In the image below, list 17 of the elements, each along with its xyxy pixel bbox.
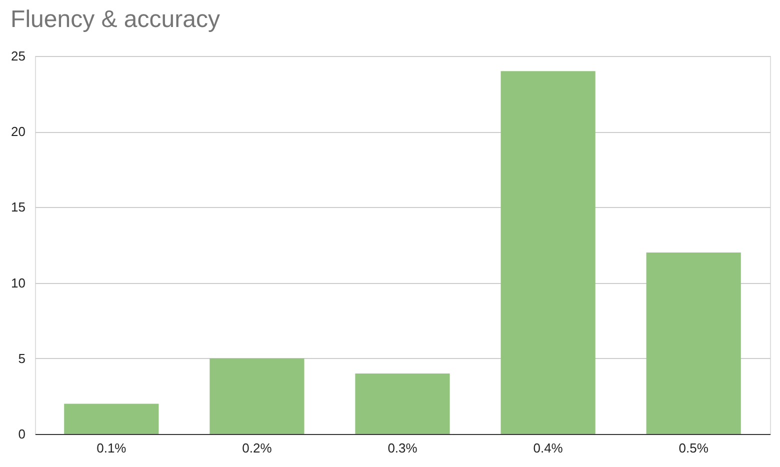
chart-title: Fluency & accuracy <box>10 6 220 33</box>
bar <box>64 404 159 434</box>
bar <box>500 71 596 434</box>
y-tick-label: 0 <box>18 426 26 442</box>
x-tick-label: 0.5% <box>678 440 709 456</box>
x-tick-label: 0.1% <box>96 440 127 456</box>
y-tick-label: 15 <box>11 200 26 215</box>
bar <box>646 252 741 434</box>
y-tick-label: 5 <box>18 350 26 366</box>
y-tick-label: 10 <box>11 275 26 290</box>
y-tick-label: 25 <box>11 48 26 64</box>
x-tick-label: 0.4% <box>533 440 564 456</box>
bar <box>210 358 304 434</box>
x-tick-label: 0.3% <box>388 440 418 456</box>
y-tick-label: 20 <box>11 124 26 140</box>
bar <box>355 374 450 434</box>
x-tick-label: 0.2% <box>242 440 272 456</box>
